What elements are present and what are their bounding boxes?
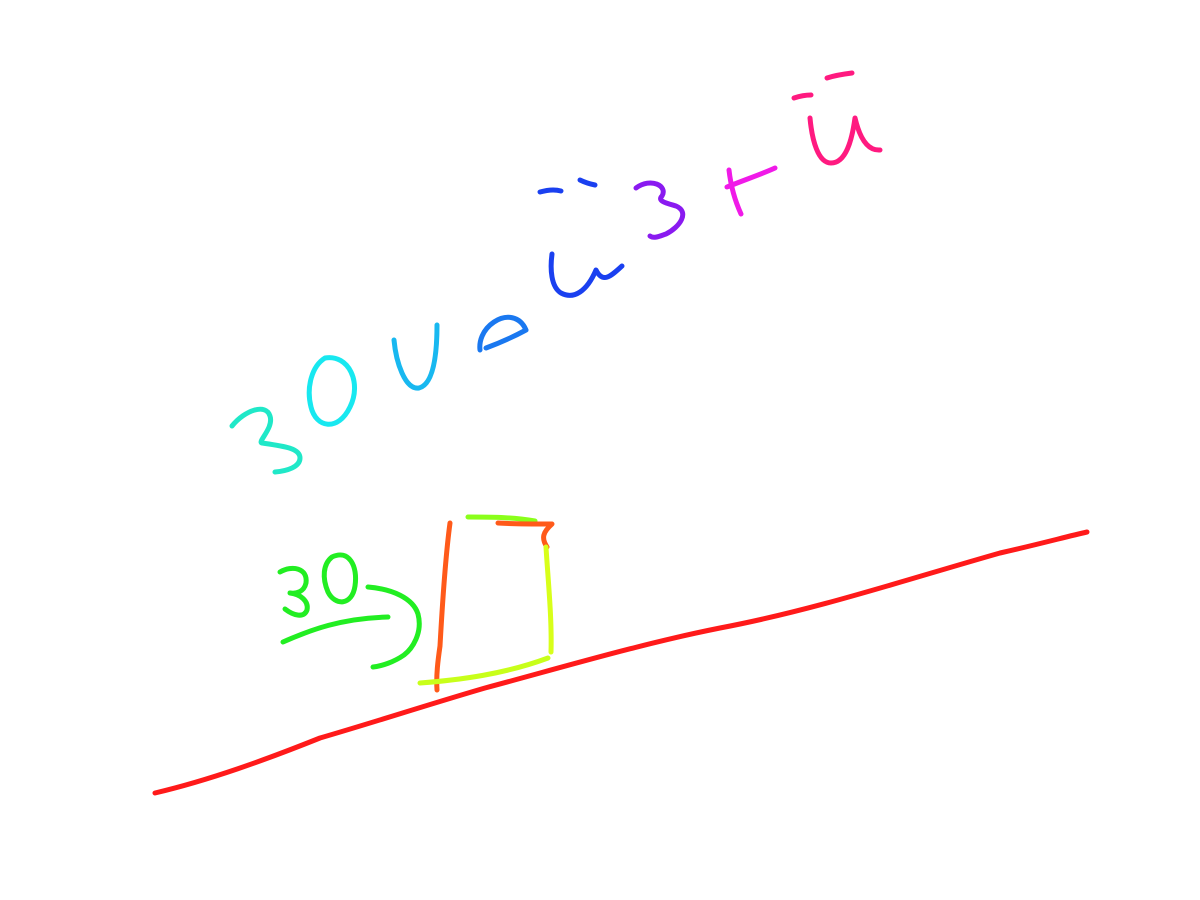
rectangle-top-right-corner: [495, 520, 555, 550]
text-char-0: [306, 355, 357, 427]
label-30-digit-0: [321, 552, 359, 605]
rectangle-top-side: [465, 514, 538, 524]
text-char-a: [477, 314, 529, 353]
rectangle-left-side: [434, 520, 453, 693]
text-char-u-macron-mark: [791, 70, 855, 101]
label-30-curved-arrow: [365, 584, 422, 670]
rectangle-right-side: [543, 544, 554, 655]
ground-line: [152, 529, 1090, 796]
text-char-3: [229, 406, 303, 475]
text-char-t: [724, 165, 778, 217]
rectangle-bottom-side: [417, 655, 551, 686]
text-char-u-breve: [548, 251, 625, 298]
text-char-v: [391, 322, 440, 391]
label-30-underline: [280, 614, 391, 645]
text-char-u-breve-mark: [537, 177, 598, 195]
text-char-s: [633, 180, 686, 240]
label-30-digit-3: [277, 565, 310, 618]
text-char-u-macron: [807, 115, 883, 166]
